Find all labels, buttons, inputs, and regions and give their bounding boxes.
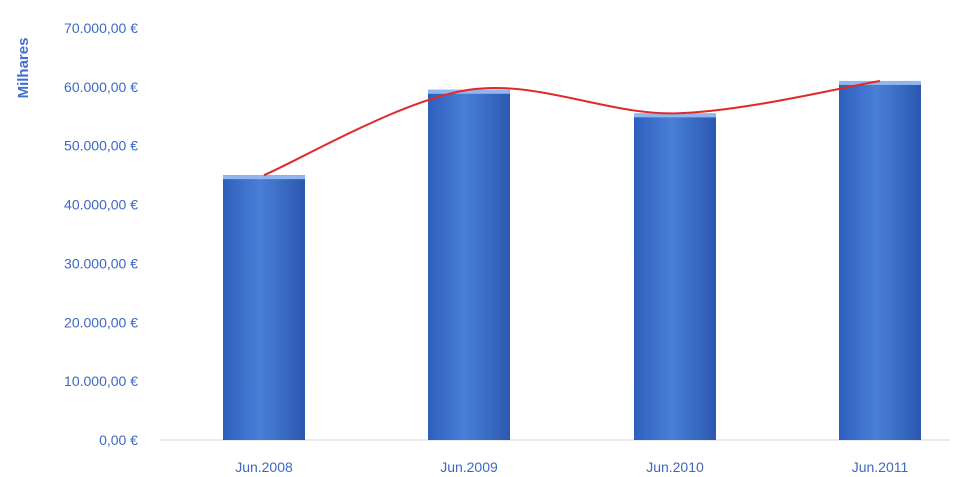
y-tick-label: 20.000,00 € xyxy=(64,314,138,330)
x-axis-ticks: Jun.2008 Jun.2009 Jun.2010 Jun.2011 xyxy=(235,459,908,475)
bar-group xyxy=(634,113,716,440)
bar xyxy=(839,80,921,440)
bars xyxy=(223,80,921,441)
bar xyxy=(634,113,716,440)
bar-top-highlight xyxy=(839,80,921,85)
y-axis-ticks: 0,00 € 10.000,00 € 20.000,00 € 30.000,00 € 4… xyxy=(64,20,138,448)
bar-group xyxy=(428,89,510,441)
bar-group xyxy=(223,175,305,440)
x-tick-label: Jun.2009 xyxy=(440,459,498,475)
y-tick-label: 30.000,00 € xyxy=(64,255,138,271)
y-tick-label: 40.000,00 € xyxy=(64,197,138,213)
y-tick-label: 50.000,00 € xyxy=(64,138,138,154)
bar-top-highlight xyxy=(428,89,510,94)
y-tick-label: 10.000,00 € xyxy=(64,373,138,389)
bar xyxy=(223,175,305,440)
bar xyxy=(428,89,510,441)
y-axis-title: Milhares xyxy=(15,38,32,99)
bar-top-highlight xyxy=(634,113,716,118)
y-tick-label: 0,00 € xyxy=(99,432,138,448)
x-tick-label: Jun.2008 xyxy=(235,459,293,475)
y-tick-label: 60.000,00 € xyxy=(64,79,138,95)
bar-top-highlight xyxy=(223,175,305,180)
y-tick-label: 70.000,00 € xyxy=(64,20,138,36)
x-tick-label: Jun.2011 xyxy=(852,459,909,475)
x-tick-label: Jun.2010 xyxy=(646,459,704,475)
trend-line xyxy=(263,79,881,177)
bar-group xyxy=(839,80,921,440)
